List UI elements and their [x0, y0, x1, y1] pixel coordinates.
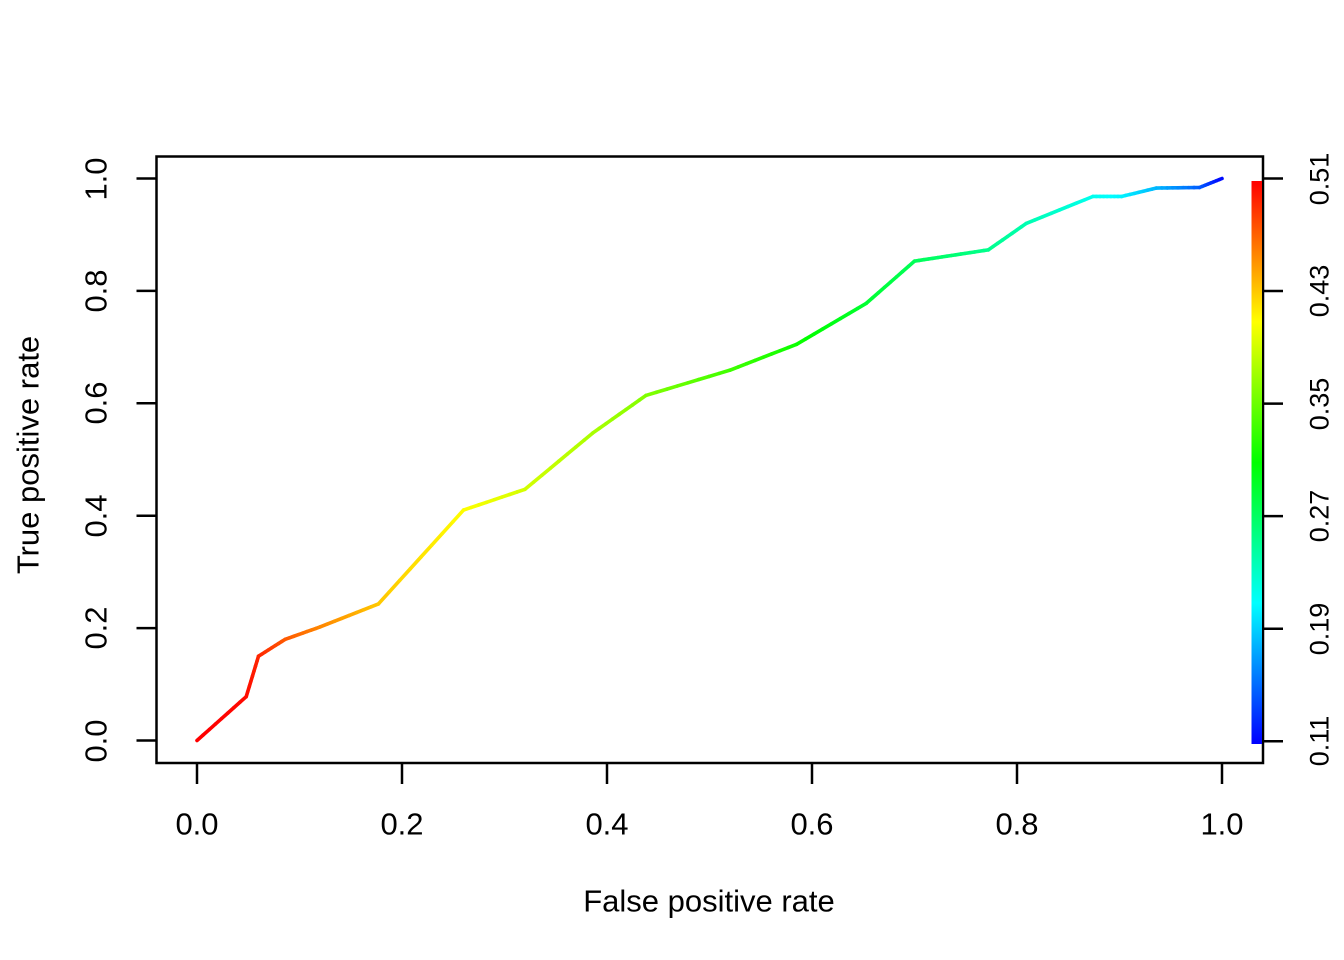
roc-curve-segment [582, 431, 595, 442]
x-tick-label: 0.8 [995, 806, 1039, 842]
colorbar-tick-label: 0.19 [1304, 602, 1335, 656]
x-axis-title: False positive rate [583, 883, 835, 919]
roc-curve-segment [408, 555, 423, 571]
y-axis-title: True positive rate [10, 335, 46, 575]
roc-curve-segment [540, 466, 553, 478]
colorbar-tick-label: 0.27 [1304, 489, 1335, 543]
roc-curve-segment [440, 520, 455, 536]
roc-curve-segment [654, 387, 669, 395]
roc-curve-segment [376, 590, 391, 606]
roc-curve-segment [531, 473, 544, 485]
x-axis-ticks [195, 764, 1224, 784]
x-tick-label: 1.0 [1200, 806, 1244, 842]
colorbar-tick-label: 0.11 [1304, 716, 1335, 767]
colorbar-tick-label: 0.51 [1304, 152, 1335, 205]
roc-curve-segment [686, 377, 701, 385]
roc-curve-segment [419, 543, 434, 559]
roc-curve-segment [397, 566, 413, 583]
roc-curve-segment [565, 445, 578, 456]
y-axis-ticks [136, 177, 156, 742]
roc-curve-segment [707, 371, 722, 379]
x-tick-label: 0.0 [175, 806, 219, 842]
colorbar-tick-label: 0.35 [1304, 377, 1335, 430]
roc-curve-segment [451, 508, 466, 524]
x-tick-label: 0.6 [790, 806, 834, 842]
roc-curve-segment [387, 578, 402, 595]
roc-curve-segment [717, 368, 732, 376]
roc-curve [195, 176, 1224, 743]
roc-curve-segment [523, 480, 536, 492]
y-tick-label: 0.4 [78, 494, 114, 538]
y-tick-label: 0.0 [78, 718, 114, 763]
x-tick-label: 0.2 [380, 806, 424, 842]
roc-curve-segment [665, 384, 680, 391]
roc-curve-segment [1217, 176, 1224, 182]
colorbar-strip [1251, 181, 1262, 744]
roc-curve-segment [696, 374, 711, 382]
roc-curve-segment [644, 390, 659, 398]
roc-curve-segment [573, 438, 586, 449]
y-tick-label: 1.0 [78, 156, 114, 201]
roc-curve-segment [548, 459, 561, 471]
y-tick-label: 0.2 [78, 606, 114, 650]
y-tick-label: 0.6 [78, 381, 114, 425]
roc-curve-segment [557, 452, 570, 463]
plot-box-border [155, 155, 1265, 765]
colorbar-ticks [1264, 177, 1283, 743]
colorbar-tick-label: 0.43 [1304, 264, 1335, 318]
roc-curve-segment [429, 531, 445, 548]
x-tick-label: 0.4 [585, 806, 629, 842]
roc-curve-segment [675, 380, 690, 388]
y-tick-label: 0.8 [78, 269, 114, 313]
